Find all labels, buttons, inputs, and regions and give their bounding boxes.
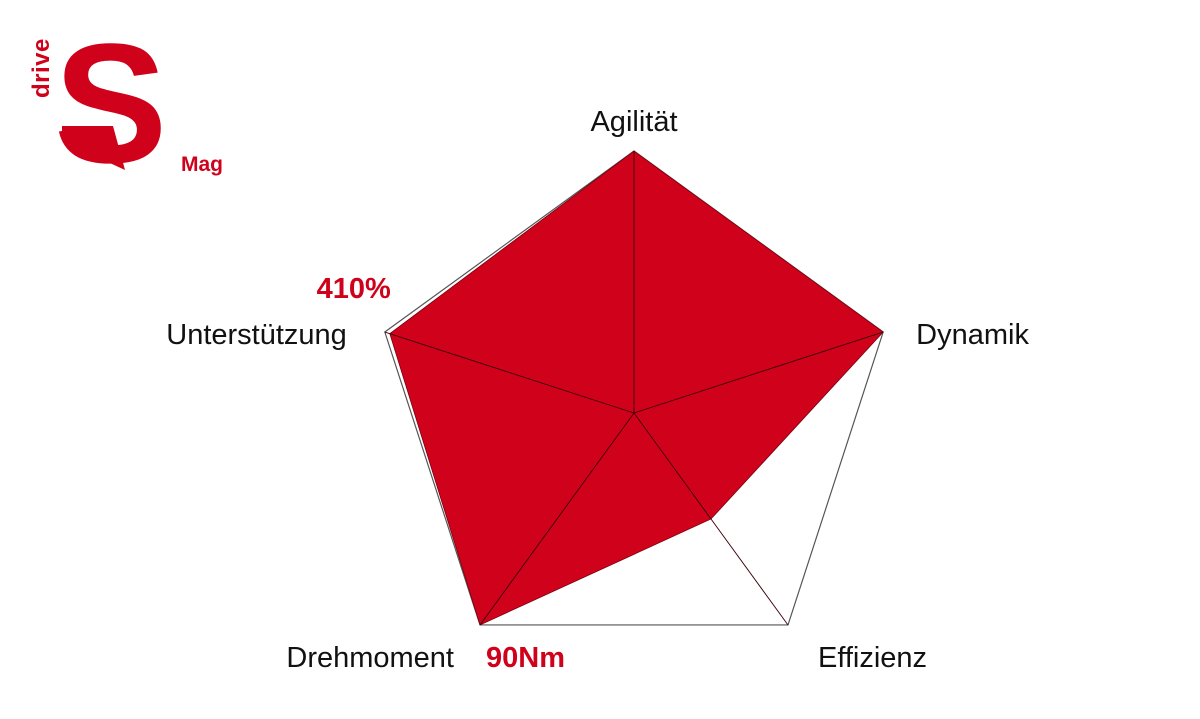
radar-labels: Agilität Dynamik Effizienz Drehmoment Unters… — [166, 106, 1029, 674]
axis-label-drehmoment: Drehmoment — [286, 642, 454, 674]
radar-data-polygon — [389, 150, 884, 626]
spoke-drehmoment — [479, 412, 635, 626]
spoke-effizienz — [633, 412, 789, 626]
value-label-drehmoment: 90Nm — [486, 642, 565, 674]
value-label-unterstuetzung: 410% — [317, 273, 391, 305]
axis-label-dynamik: Dynamik — [916, 319, 1029, 351]
spoke-unterstuetzung — [384, 331, 635, 414]
logo-s-letter: S — [54, 22, 167, 192]
drives-mag-logo: S drive Mag — [18, 9, 248, 199]
radar-spokes — [384, 151, 884, 626]
axis-label-agilitaet: Agilität — [590, 106, 677, 138]
spoke-dynamik — [633, 331, 884, 414]
logo-mag-text: Mag — [181, 153, 223, 176]
logo-s-mark: S — [54, 9, 167, 199]
logo-s-tail — [62, 126, 125, 170]
axis-label-unterstuetzung: Unterstützung — [166, 319, 347, 351]
axis-label-effizienz: Effizienz — [818, 642, 927, 674]
